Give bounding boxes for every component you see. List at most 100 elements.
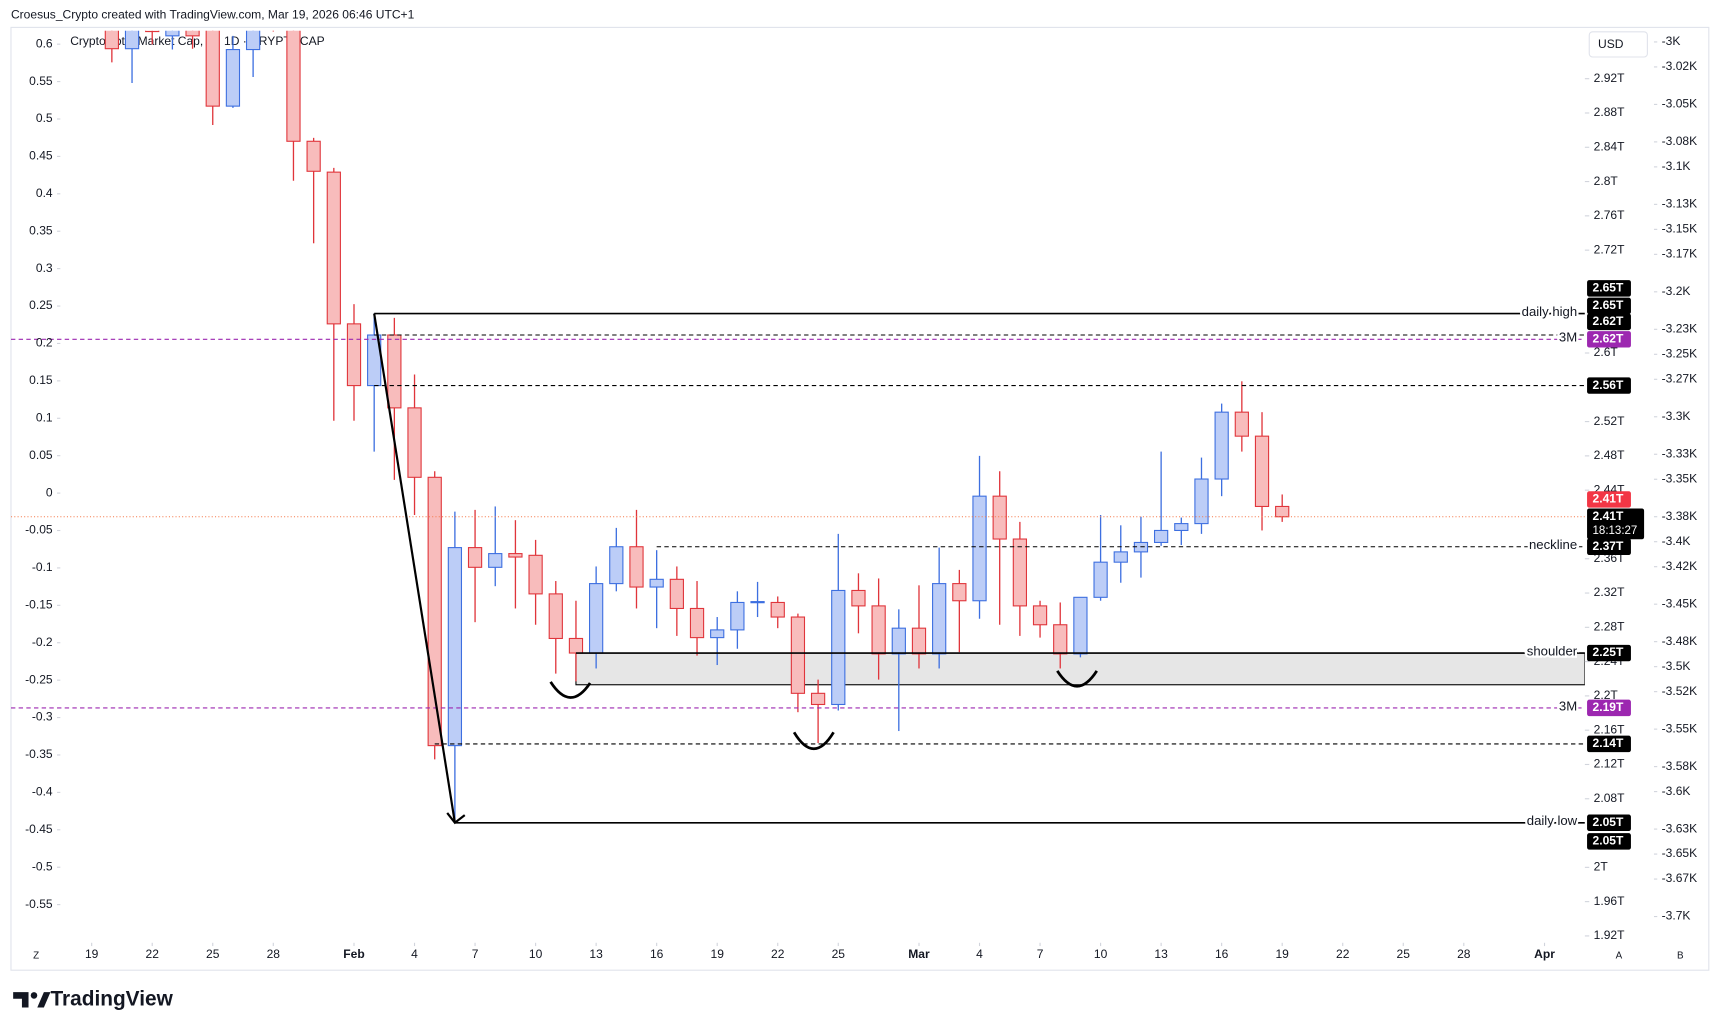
candle-body	[1194, 478, 1209, 525]
candle-body	[467, 547, 483, 568]
candle-body	[770, 601, 785, 618]
left-y-tick-label: -0.35	[25, 747, 53, 761]
candle-body	[831, 589, 846, 706]
level-label: daily low	[1527, 813, 1578, 828]
far-right-y-tick-label: -3.63K	[1662, 821, 1698, 835]
left-y-tick-label: 0.45	[29, 149, 53, 163]
price-tag-label: 2.19T	[1593, 700, 1624, 714]
y-tick-label: 2.84T	[1594, 139, 1625, 153]
left-y-tick-label: 0.6	[36, 36, 53, 50]
x-tick-label: Feb	[343, 947, 364, 961]
far-right-y-tick-label: -3.65K	[1662, 846, 1698, 860]
candle-body	[286, 30, 301, 142]
axis-button-label[interactable]: A	[1616, 951, 1623, 962]
price-tag	[1587, 833, 1631, 850]
axis-button[interactable]	[1671, 947, 1690, 965]
candle-body	[245, 30, 261, 51]
x-tick-label: 4	[976, 947, 983, 961]
far-right-y-tick-label: -3.35K	[1662, 471, 1698, 485]
candle-body	[104, 30, 119, 50]
price-tag-label: 2.62T	[1593, 331, 1624, 345]
price-tag	[1587, 735, 1631, 753]
last-price-countdown: 18:13:27	[1593, 525, 1638, 537]
candle-body	[1254, 435, 1270, 508]
price-tag-label: 2.37T	[1593, 539, 1624, 553]
candle-body	[629, 546, 644, 588]
far-right-y-tick-label: -3.08K	[1662, 134, 1698, 148]
y-tick-label: 2.72T	[1594, 242, 1625, 256]
candle-body	[1053, 624, 1068, 655]
far-right-y-tick-label: -3.42K	[1662, 559, 1698, 573]
candle-body	[427, 476, 442, 747]
candle-body	[528, 554, 543, 595]
candle-body	[972, 495, 987, 602]
far-right-y-tick-label: -3.52K	[1662, 684, 1698, 698]
y-tick-label: 2.08T	[1594, 791, 1625, 805]
far-right-y-tick-label: -3.02K	[1662, 59, 1698, 73]
far-right-y-tick-label: -3.55K	[1662, 721, 1698, 735]
candle-body	[992, 495, 1007, 540]
candle-body	[145, 30, 160, 33]
price-tag	[1587, 814, 1631, 831]
axis-button[interactable]	[27, 947, 45, 965]
x-tick-label: 13	[589, 947, 603, 961]
left-y-tick-label: -0.5	[32, 859, 53, 873]
axis-button[interactable]	[1610, 947, 1628, 965]
y-tick-label: 2.28T	[1594, 620, 1625, 634]
x-tick-label: 22	[771, 947, 785, 961]
x-tick-label: 28	[1457, 947, 1471, 961]
candle-body	[710, 629, 725, 639]
price-tag-label: 2.05T	[1593, 834, 1624, 848]
candle-body	[730, 601, 745, 631]
currency[interactable]: USD	[1598, 37, 1624, 51]
left-y-tick-label: -0.2	[32, 635, 53, 649]
x-tick-label: 10	[1094, 947, 1108, 961]
candle-body	[185, 30, 200, 37]
far-right-y-tick-label: -3.15K	[1662, 222, 1698, 236]
level-label: 3M	[1559, 330, 1577, 345]
far-right-y-tick-label: -3.45K	[1662, 596, 1698, 610]
candle-body	[1113, 551, 1128, 563]
candle-body	[1073, 596, 1088, 655]
price-tag	[1587, 331, 1631, 348]
candle-body	[508, 553, 523, 558]
left-y-tick-label: 0.2	[36, 336, 53, 350]
y-tick-label: 2.76T	[1594, 208, 1625, 222]
price-tag-label: 2.14T	[1593, 736, 1624, 750]
candle-body	[1153, 529, 1169, 544]
price-tag-label: 2.56T	[1593, 378, 1624, 392]
price-tag	[1587, 699, 1631, 717]
far-right-y-tick-label: -3.13K	[1662, 197, 1698, 211]
y-tick-label: 2.16T	[1594, 722, 1625, 736]
candle-body	[346, 323, 362, 387]
far-right-y-tick-label: -3.27K	[1662, 371, 1698, 385]
candle-body	[1174, 523, 1189, 532]
candle-body	[932, 583, 947, 655]
y-tick-label: 2.8T	[1594, 174, 1619, 188]
x-tick-label: Apr	[1534, 947, 1555, 961]
candle-body	[689, 607, 705, 639]
y-tick-label: 2.12T	[1594, 757, 1625, 771]
level-label: daily high	[1522, 304, 1578, 319]
candle-body	[669, 578, 684, 610]
candle-body	[124, 30, 140, 50]
far-right-y-tick-label: -3.3K	[1662, 409, 1691, 423]
candle-body	[810, 692, 826, 706]
x-tick-label: 4	[411, 947, 418, 961]
price-tag-label: 2.62T	[1593, 314, 1624, 328]
candle-body	[488, 553, 503, 568]
candle-body	[447, 547, 463, 747]
far-right-y-tick-label: -3.38K	[1662, 509, 1698, 523]
price-tag	[1587, 377, 1631, 394]
pattern-arc	[1056, 670, 1098, 688]
price-tag-label: 2.25T	[1593, 645, 1624, 659]
axis-button-label[interactable]: Z	[33, 951, 39, 962]
y-tick-label: 2.92T	[1594, 71, 1625, 85]
left-y-tick-label: -0.1	[32, 560, 53, 574]
currency-button[interactable]	[1588, 31, 1648, 58]
axis-button-label[interactable]: B	[1677, 951, 1684, 962]
y-tick-label: 2.88T	[1594, 105, 1625, 119]
far-right-y-tick-label: -3.17K	[1662, 247, 1698, 261]
far-right-y-tick-label: -3.05K	[1662, 97, 1698, 111]
